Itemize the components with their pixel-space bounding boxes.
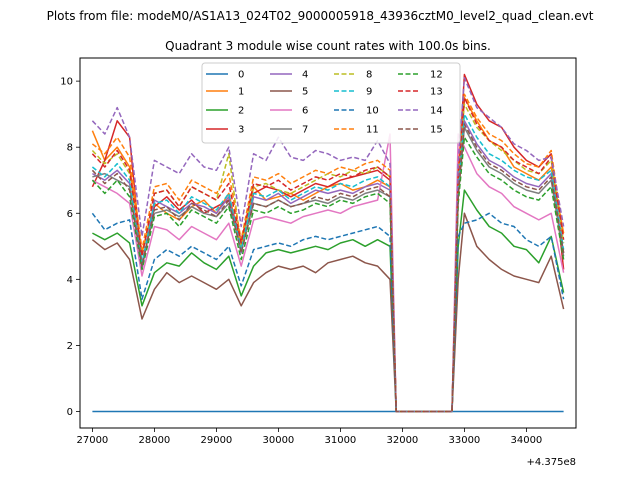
series-line-7 (92, 126, 565, 413)
series-line-9 (91, 113, 565, 413)
legend-label-14: 14 (430, 106, 443, 117)
plot-area: 27000 28000 29000 30000 31000 32000 33000 34000… (60, 57, 577, 468)
y-tick-label: 0 (67, 407, 73, 418)
x-offset-label: +4.375e8 (526, 457, 576, 468)
legend-label-12: 12 (430, 70, 443, 81)
x-tick-label: 32000 (386, 435, 418, 446)
legend-label-10: 10 (366, 106, 379, 117)
figure-suptitle: Plots from file: modeM0/AS1A13_024T02_90… (47, 9, 594, 23)
y-axis: 0 2 4 6 8 10 (60, 77, 80, 418)
legend-label-7: 7 (302, 125, 308, 136)
legend-label-3: 3 (238, 125, 244, 136)
axes-frame (79, 57, 577, 429)
x-tick-label: 31000 (324, 435, 356, 446)
x-tick-label: 27000 (76, 435, 108, 446)
y-tick-label: 8 (67, 143, 73, 154)
legend-label-15: 15 (430, 125, 443, 136)
x-tick-label: 28000 (138, 435, 170, 446)
series-line-6 (92, 133, 565, 413)
series-line-2 (92, 189, 565, 413)
series-line-4 (92, 120, 565, 413)
legend-box (201, 62, 461, 144)
x-tick-label: 30000 (262, 435, 294, 446)
legend-label-6: 6 (302, 106, 308, 117)
series-line-15 (91, 123, 565, 413)
y-tick-label: 4 (67, 275, 73, 286)
legend-label-11: 11 (366, 125, 379, 136)
series-line-13 (91, 96, 565, 413)
series-line-11 (91, 93, 565, 413)
legend-label-9: 9 (366, 87, 372, 98)
x-tick-label: 29000 (200, 435, 232, 446)
series-line-3 (91, 73, 565, 413)
legend-label-0: 0 (238, 70, 244, 81)
legend-label-8: 8 (366, 70, 372, 81)
series-line-5 (91, 212, 565, 413)
series-line-12 (91, 136, 565, 413)
legend-label-5: 5 (302, 87, 308, 98)
y-tick-label: 2 (67, 341, 73, 352)
y-tick-label: 6 (67, 209, 73, 220)
x-axis: 27000 28000 29000 30000 31000 32000 33000 34000 (76, 428, 542, 446)
x-tick-label: 33000 (448, 435, 480, 446)
legend-label-2: 2 (238, 106, 244, 117)
legend-label-13: 13 (430, 87, 443, 98)
chart-title: Quadrant 3 module wise count rates with … (165, 39, 491, 53)
y-tick-label: 10 (60, 77, 73, 88)
x-tick-label: 34000 (510, 435, 542, 446)
series-line-14 (91, 77, 565, 413)
legend-label-4: 4 (302, 70, 308, 81)
legend-label-1: 1 (238, 87, 244, 98)
series-layer (91, 73, 565, 413)
series-line-10 (91, 212, 565, 413)
